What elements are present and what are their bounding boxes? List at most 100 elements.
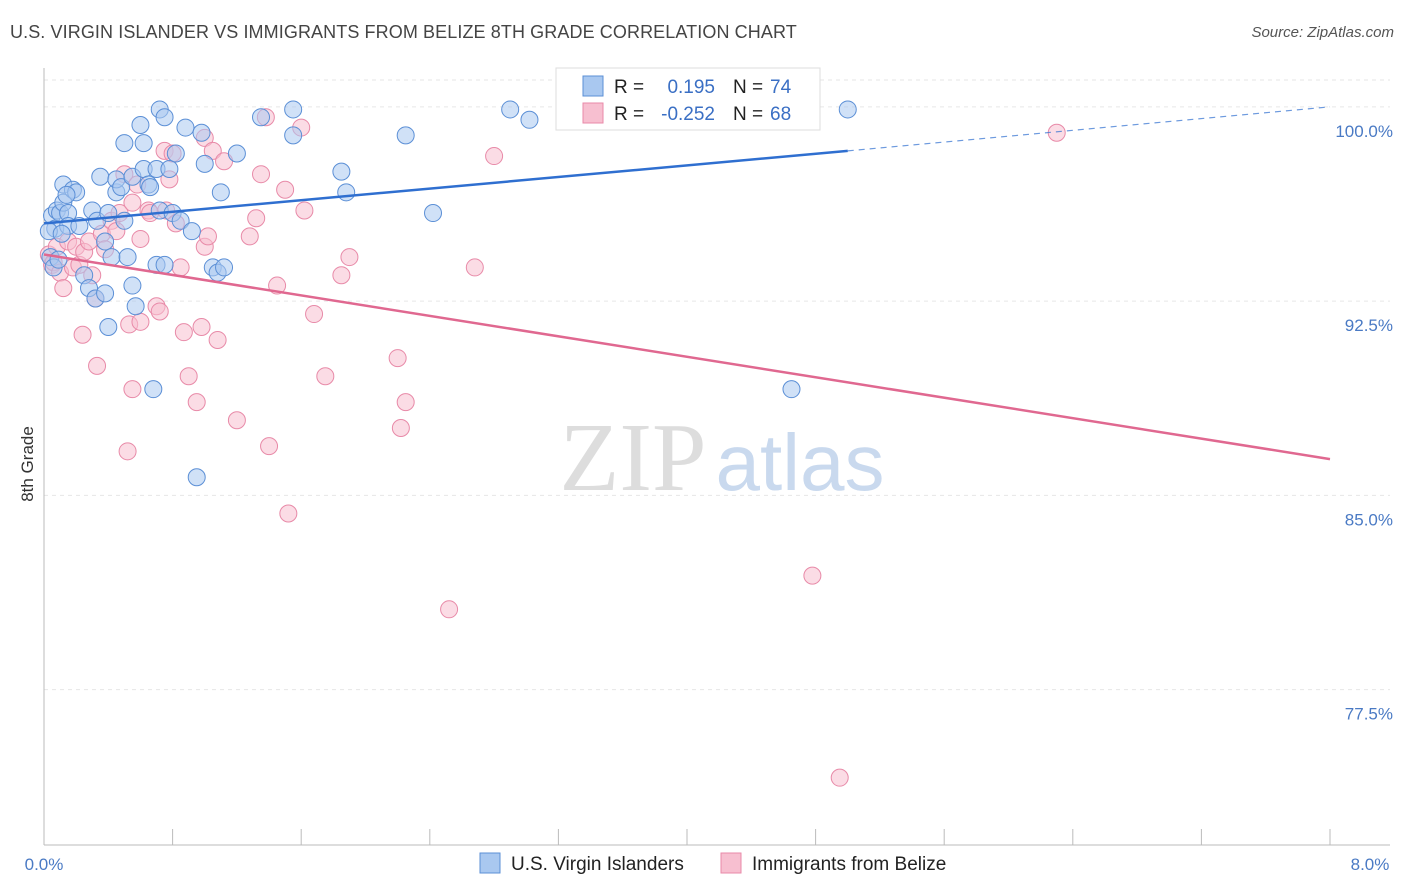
legend-pink-n-value: 68: [770, 104, 791, 125]
trend-lines: [43, 106, 1331, 461]
belize-point: [803, 566, 822, 585]
virgin-islanders-point: [215, 258, 234, 277]
virgin-islanders-point: [182, 222, 201, 241]
virgin-islanders-point: [131, 115, 150, 134]
legend-blue-n-value: 74: [770, 77, 792, 98]
legend-swatch-blue: [582, 75, 604, 97]
belize-point: [131, 312, 150, 331]
top-legend: R = 0.195 N = 74 R = -0.252 N = 68: [555, 67, 821, 131]
belize-point: [171, 258, 190, 277]
chart-title: U.S. VIRGIN ISLANDER VS IMMIGRANTS FROM …: [10, 22, 797, 42]
belize-point: [123, 380, 142, 399]
virgin-islanders-point: [112, 178, 131, 197]
trend-line-belize: [43, 253, 1331, 461]
watermark-atlas: atlas: [716, 418, 885, 507]
belize-point: [252, 165, 271, 184]
belize-point: [391, 419, 410, 438]
virgin-islanders-point: [115, 134, 134, 153]
belize-point: [150, 302, 169, 321]
belize-point: [247, 209, 266, 228]
belize-point: [295, 201, 314, 220]
belize-point: [440, 600, 459, 619]
virgin-islanders-point: [126, 297, 145, 316]
watermark-zip: ZIP: [560, 404, 707, 512]
virgin-islanders-point: [332, 162, 351, 181]
series-virgin-islanders-points: [39, 100, 857, 487]
belize-point: [131, 229, 150, 248]
virgin-islanders-point: [155, 108, 174, 127]
belize-point: [830, 768, 849, 787]
virgin-islanders-point: [144, 380, 163, 399]
belize-point: [73, 325, 92, 344]
belize-point: [187, 393, 206, 412]
belize-point: [88, 356, 107, 375]
belize-point: [340, 248, 359, 267]
virgin-islanders-point: [284, 100, 303, 119]
trend-line-virgin-islanders-extension: [847, 106, 1331, 152]
y-tick-label: 77.5%: [1345, 705, 1393, 724]
belize-point: [485, 147, 504, 166]
belize-point: [227, 411, 246, 430]
legend-blue-r-value: 0.195: [667, 77, 715, 98]
virgin-islanders-point: [118, 248, 137, 267]
legend-blue-r-label: R =: [614, 77, 644, 98]
bottom-legend-pink-label: Immigrants from Belize: [752, 854, 946, 875]
virgin-islanders-point: [187, 468, 206, 487]
virgin-islanders-point: [141, 178, 160, 197]
virgin-islanders-point: [49, 250, 68, 269]
y-tick-label: 85.0%: [1345, 510, 1393, 529]
virgin-islanders-point: [337, 183, 356, 202]
belize-point: [316, 367, 335, 386]
source-label: Source: ZipAtlas.com: [1251, 24, 1394, 41]
belize-point: [305, 305, 324, 324]
belize-point: [208, 330, 227, 349]
virgin-islanders-point: [195, 154, 214, 173]
belize-point: [192, 318, 211, 336]
virgin-islanders-point: [284, 126, 303, 145]
belize-point: [396, 393, 415, 412]
axes: [43, 68, 1390, 846]
legend-pink-r-label: R =: [614, 104, 644, 125]
virgin-islanders-point: [424, 204, 443, 223]
y-axis-label: 8th Grade: [18, 426, 37, 502]
belize-point: [123, 193, 142, 212]
grid-lines: [44, 79, 1390, 691]
virgin-islanders-point: [134, 134, 153, 153]
bottom-legend-blue-label: U.S. Virgin Islanders: [511, 854, 684, 875]
virgin-islanders-point: [227, 144, 246, 163]
belize-point: [203, 141, 222, 160]
virgin-islanders-point: [252, 108, 271, 127]
trend-line-virgin-islanders: [43, 149, 848, 225]
virgin-islanders-point: [52, 224, 71, 243]
belize-point: [174, 323, 193, 342]
virgin-islanders-point: [520, 110, 539, 129]
virgin-islanders-point: [96, 284, 115, 303]
virgin-islanders-point: [211, 183, 230, 202]
watermark: ZIP atlas: [560, 404, 885, 512]
y-tick-label: 100.0%: [1335, 122, 1393, 141]
bottom-legend: U.S. Virgin Islanders Immigrants from Be…: [479, 852, 946, 875]
belize-point: [279, 504, 298, 523]
virgin-islanders-point: [838, 100, 857, 119]
virgin-islanders-point: [91, 167, 110, 186]
virgin-islanders-point: [782, 380, 801, 399]
virgin-islanders-point: [155, 255, 174, 274]
virgin-islanders-point: [396, 126, 415, 145]
virgin-islanders-point: [96, 232, 115, 251]
y-tick-labels: 100.0% 92.5% 85.0% 77.5%: [1335, 122, 1393, 724]
belize-point: [118, 442, 137, 461]
x-tick-label-last: 8.0%: [1351, 855, 1390, 874]
virgin-islanders-point: [501, 100, 520, 119]
legend-swatch-pink: [582, 102, 604, 124]
y-tick-label: 92.5%: [1345, 316, 1393, 335]
virgin-islanders-point: [99, 318, 118, 336]
bottom-legend-swatch-blue: [479, 852, 501, 874]
legend-pink-r-value: -0.252: [661, 104, 715, 125]
virgin-islanders-point: [160, 160, 179, 179]
belize-point: [240, 227, 259, 246]
belize-point: [198, 227, 217, 246]
belize-point: [332, 266, 351, 285]
belize-point: [276, 180, 295, 199]
belize-point: [465, 258, 484, 277]
